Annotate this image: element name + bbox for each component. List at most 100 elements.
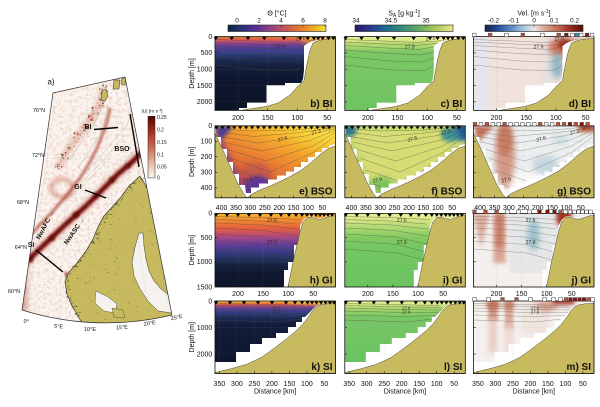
svg-text:200: 200 (362, 115, 374, 122)
svg-text:100: 100 (301, 381, 313, 388)
svg-text:27.6: 27.6 (397, 218, 407, 224)
svg-text:27.6: 27.6 (526, 218, 536, 224)
svg-text:150: 150 (392, 115, 404, 122)
svg-text:200: 200 (491, 291, 503, 298)
svg-text:27.9: 27.9 (267, 240, 277, 246)
svg-text:i) GI: i) GI (443, 276, 463, 287)
svg-text:250: 250 (378, 381, 390, 388)
svg-text:0°: 0° (23, 319, 29, 326)
svg-text:100: 100 (432, 205, 444, 212)
svg-text:350: 350 (230, 205, 242, 212)
svg-text:350: 350 (214, 381, 226, 388)
svg-text:60°N: 60°N (8, 289, 20, 295)
svg-text:27.9: 27.9 (402, 310, 411, 315)
svg-text:150: 150 (288, 205, 300, 212)
svg-text:SI: SI (28, 242, 35, 249)
svg-text:100: 100 (421, 115, 433, 122)
svg-text:300: 300 (231, 381, 243, 388)
svg-text:150: 150 (257, 291, 269, 298)
svg-text:c) BI: c) BI (441, 99, 463, 110)
svg-text:1000: 1000 (197, 259, 213, 266)
svg-text:350: 350 (343, 381, 355, 388)
svg-text:50: 50 (321, 381, 329, 388)
svg-text:e) BSO: e) BSO (299, 186, 333, 197)
svg-text:1500: 1500 (197, 284, 213, 291)
svg-text:0.2: 0.2 (157, 128, 164, 134)
svg-text:150: 150 (542, 381, 554, 388)
svg-text:4: 4 (279, 18, 283, 25)
svg-text:2000: 2000 (197, 351, 213, 358)
svg-text:27.6: 27.6 (267, 218, 277, 224)
svg-text:500: 500 (201, 50, 213, 57)
svg-text:Distance [km]: Distance [km] (512, 389, 554, 396)
svg-text:200: 200 (266, 381, 278, 388)
svg-text:250: 250 (507, 381, 519, 388)
svg-text:0: 0 (208, 123, 212, 130)
svg-text:100: 100 (292, 115, 304, 122)
svg-text:GI: GI (74, 184, 81, 191)
svg-text:Depth [m]: Depth [m] (189, 322, 196, 352)
svg-text:50: 50 (323, 115, 331, 122)
svg-text:100: 100 (431, 381, 443, 388)
svg-text:0.25: 0.25 (157, 115, 167, 121)
svg-text:200: 200 (273, 205, 285, 212)
svg-text:100: 100 (560, 381, 572, 388)
svg-text:0.2: 0.2 (570, 18, 579, 25)
svg-text:-0.2: -0.2 (488, 18, 500, 25)
svg-text:j) GI: j) GI (571, 276, 592, 287)
svg-text:68°N: 68°N (17, 200, 29, 206)
svg-text:Distance [km]: Distance [km] (384, 389, 426, 396)
svg-text:27.9: 27.9 (405, 45, 415, 51)
svg-text:BSO: BSO (114, 146, 130, 153)
svg-text:Θ [°C]: Θ [°C] (267, 10, 286, 18)
svg-text:50: 50 (568, 291, 576, 298)
svg-text:150: 150 (413, 381, 425, 388)
svg-text:5°E: 5°E (54, 324, 64, 331)
svg-text:250: 250 (249, 381, 261, 388)
svg-text:50: 50 (582, 115, 590, 122)
svg-text:10°E: 10°E (84, 327, 96, 333)
svg-text:m) SI: m) SI (567, 362, 592, 373)
svg-text:1500: 1500 (197, 83, 213, 90)
svg-text:27.9: 27.9 (526, 240, 536, 246)
svg-text:27.9: 27.9 (531, 310, 540, 315)
svg-text:15°E: 15°E (116, 324, 129, 331)
svg-text:0.05: 0.05 (157, 165, 167, 171)
svg-text:6: 6 (301, 18, 305, 25)
svg-text:27.9: 27.9 (272, 310, 281, 315)
svg-text:0: 0 (157, 176, 160, 182)
svg-text:BI: BI (85, 124, 92, 131)
svg-text:50: 50 (448, 205, 456, 212)
svg-text:50: 50 (319, 205, 327, 212)
svg-text:50: 50 (453, 115, 461, 122)
svg-text:Depth [m]: Depth [m] (189, 147, 196, 177)
svg-text:0: 0 (235, 18, 239, 25)
svg-text:400: 400 (201, 185, 213, 192)
svg-text:50: 50 (439, 291, 447, 298)
svg-text:76°N: 76°N (33, 108, 45, 114)
svg-text:150: 150 (262, 115, 274, 122)
svg-text:300: 300 (201, 170, 213, 177)
svg-text:100: 100 (282, 291, 294, 298)
svg-text:1000: 1000 (197, 325, 213, 332)
svg-text:200: 200 (403, 205, 415, 212)
svg-text:8: 8 (323, 18, 327, 25)
svg-text:Distance [km]: Distance [km] (254, 389, 296, 396)
svg-text:0.1: 0.1 (157, 152, 164, 158)
svg-text:72°N: 72°N (32, 153, 44, 159)
svg-text:50: 50 (450, 381, 458, 388)
svg-text:100: 100 (302, 205, 314, 212)
svg-text:250: 250 (389, 205, 401, 212)
svg-text:0: 0 (532, 18, 536, 25)
svg-text:150: 150 (516, 291, 528, 298)
svg-text:50: 50 (579, 381, 587, 388)
svg-text:250: 250 (259, 205, 271, 212)
svg-text:0.1: 0.1 (550, 18, 559, 25)
svg-text:f) BSO: f) BSO (431, 186, 462, 197)
svg-text:0: 0 (208, 34, 212, 41)
svg-text:Depth [m]: Depth [m] (189, 235, 196, 265)
svg-text:64°N: 64°N (15, 245, 27, 251)
svg-text:150: 150 (418, 205, 430, 212)
svg-text:35: 35 (422, 18, 430, 25)
svg-text:200: 200 (201, 154, 213, 161)
